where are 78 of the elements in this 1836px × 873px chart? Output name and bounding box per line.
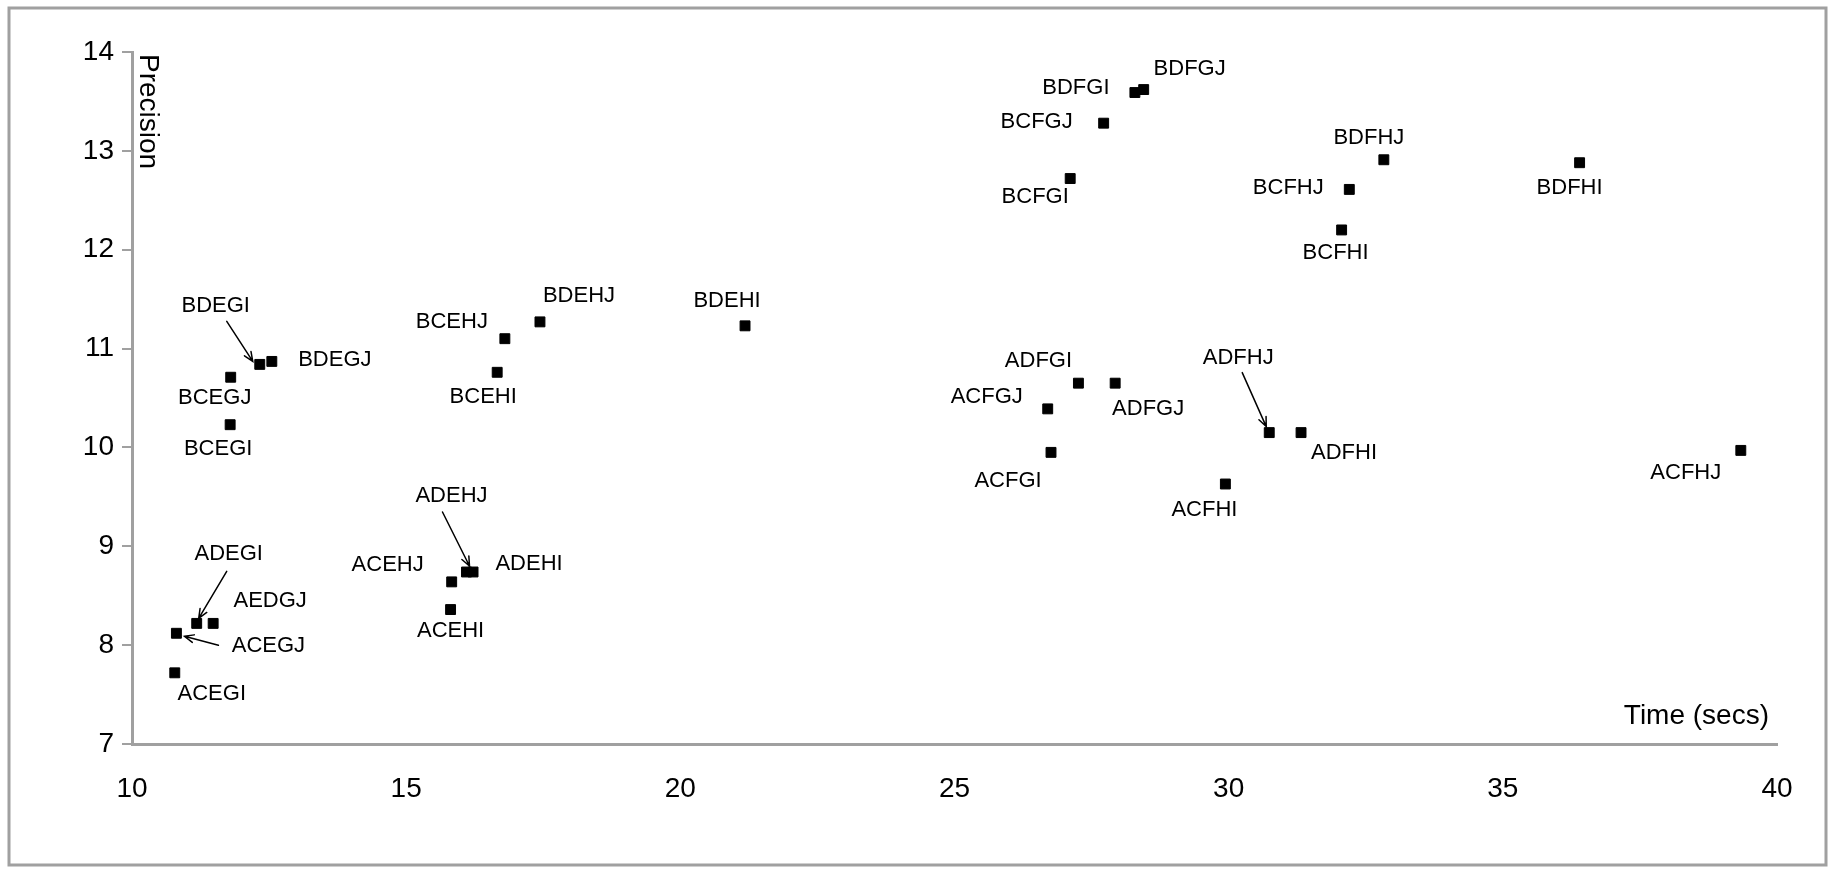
annotation: BDEHJ — [542, 281, 616, 307]
point — [467, 566, 479, 578]
annotation: BDEHI — [693, 286, 761, 312]
annotation: ACFHJ — [1650, 459, 1722, 485]
annotation: ACEGJ — [231, 632, 306, 658]
x-tick-label: 35 — [1487, 771, 1519, 803]
point — [207, 617, 219, 629]
y-tick-label: 9 — [98, 529, 114, 560]
point — [224, 419, 236, 431]
point — [1219, 478, 1231, 490]
annotation: BDEGI — [181, 292, 250, 318]
annotation: ADEHJ — [415, 482, 488, 508]
y-tick-label: 7 — [98, 726, 114, 758]
annotation: ACEHI — [416, 616, 485, 642]
annotation: ACFHI — [1171, 496, 1238, 522]
point — [170, 627, 182, 639]
y-tick-label: 14 — [82, 34, 114, 66]
annotation: BCEGI — [183, 434, 253, 460]
annotation: BCEHJ — [415, 307, 488, 333]
point — [491, 366, 503, 378]
annotation: BDFHI — [1536, 173, 1603, 199]
point — [225, 371, 237, 383]
annotation: BCEGJ — [178, 384, 252, 410]
point — [1378, 154, 1390, 166]
annotation: ADFHI — [1311, 438, 1378, 464]
point — [1042, 403, 1054, 415]
point — [266, 355, 278, 367]
annotation: BCFHI — [1302, 239, 1369, 265]
point — [1138, 84, 1150, 96]
x-tick-label: 40 — [1761, 771, 1793, 803]
annotation: AEDGJ — [233, 587, 307, 613]
point — [1072, 377, 1084, 389]
y-tick-label: 13 — [82, 133, 114, 165]
x-tick-label: 25 — [938, 771, 971, 803]
annotation: ADEGI — [194, 540, 263, 566]
annotation: ACEHJ — [351, 550, 424, 576]
annotation: BCFGI — [1001, 182, 1069, 208]
point — [1343, 183, 1355, 195]
point — [1574, 157, 1586, 169]
point — [191, 617, 203, 629]
point — [169, 667, 181, 679]
y-tick-label: 8 — [98, 627, 114, 659]
point — [1735, 444, 1747, 456]
point — [1064, 173, 1076, 184]
x-tick-label: 20 — [664, 771, 696, 803]
point — [254, 358, 266, 370]
annotation: ADEHI — [495, 550, 563, 576]
annotation: ACEGI — [177, 679, 246, 705]
point — [1263, 427, 1275, 439]
point — [1109, 377, 1121, 389]
y-tick-label: 12 — [82, 232, 114, 264]
annotation: BDEGJ — [298, 346, 372, 372]
point — [1098, 117, 1110, 129]
annotation: BCFHJ — [1252, 174, 1324, 200]
annotation: ADFHJ — [1202, 343, 1274, 369]
annotation: BDFHJ — [1333, 123, 1405, 149]
annotation: ADFGI — [1004, 347, 1073, 373]
x-tick-label: 30 — [1213, 771, 1245, 803]
point — [445, 604, 457, 615]
annotation: ACFGI — [974, 467, 1042, 493]
point — [534, 316, 546, 328]
point — [739, 320, 751, 332]
point — [1045, 446, 1057, 458]
point — [1295, 427, 1307, 439]
x-axis-title: Time (secs) — [1623, 698, 1769, 730]
point — [1336, 224, 1348, 236]
annotation: ACFGJ — [950, 382, 1023, 408]
annotation: BCEHI — [449, 383, 517, 409]
point — [446, 576, 458, 588]
annotation: ADFGJ — [1112, 395, 1185, 421]
point — [499, 333, 511, 345]
y-tick-label: 10 — [82, 430, 114, 462]
annotation: BDFGJ — [1153, 54, 1226, 80]
y-axis-title: Precision — [134, 54, 166, 170]
y-tick-label: 11 — [84, 331, 114, 363]
x-tick-label: 15 — [390, 771, 422, 803]
annotation: BCFGJ — [1000, 108, 1073, 134]
annotation: BDFGI — [1042, 73, 1110, 99]
